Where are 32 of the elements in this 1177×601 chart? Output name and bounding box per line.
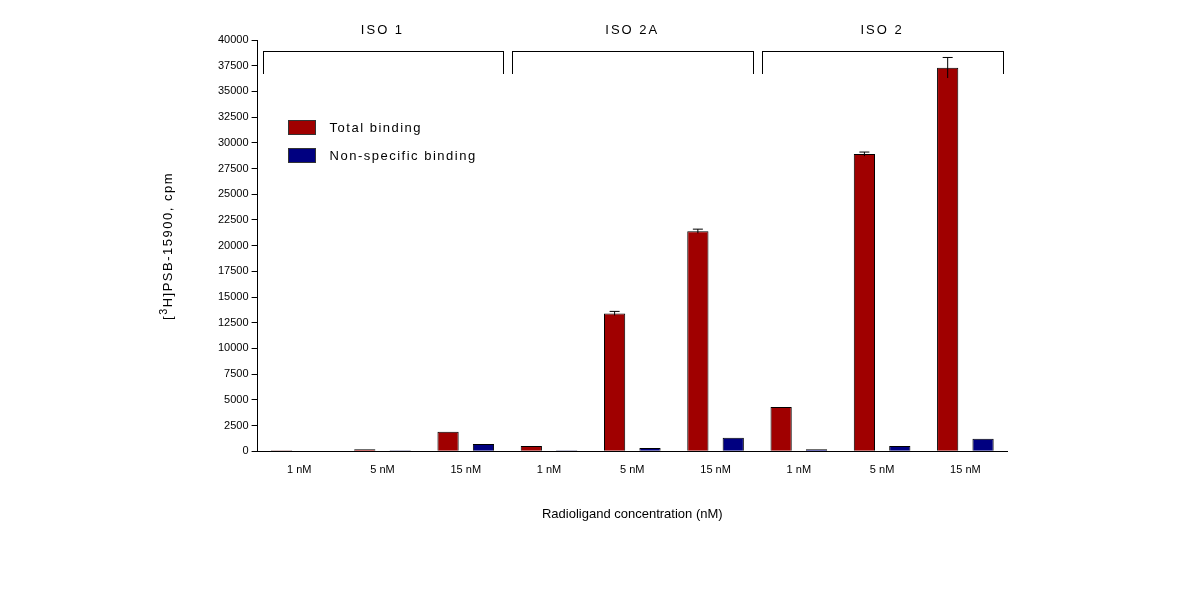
y-tick-label: 0 xyxy=(242,444,249,457)
y-tick-label: 17500 xyxy=(217,264,249,277)
x-tick-label: 15 nM xyxy=(700,462,731,475)
x-tick-label: 5 nM xyxy=(370,462,395,475)
y-tick-label: 35000 xyxy=(217,84,249,97)
x-tick-label: 5 nM xyxy=(620,462,645,475)
text: ISO 1 xyxy=(360,22,405,37)
y-tick-label: 10000 xyxy=(217,341,249,354)
x-tick-label: 1 nM xyxy=(536,462,562,475)
y-tick-label: 15000 xyxy=(217,290,249,303)
y-tick-label: 27500 xyxy=(217,161,249,174)
y-tick-label: 22500 xyxy=(217,212,249,225)
x-tick-label: 15 nM xyxy=(450,462,482,475)
y-tick-label: 25000 xyxy=(217,187,249,200)
x-tick-label: 5 nM xyxy=(869,462,895,475)
y-tick-label: 32500 xyxy=(217,110,249,123)
y-tick-label: 12500 xyxy=(217,315,249,328)
legend-label: Non-specific binding xyxy=(329,148,477,163)
y-tick-label: 5000 xyxy=(224,392,249,405)
text: ISO 2 xyxy=(860,22,904,37)
x-tick-label: 15 nM xyxy=(950,462,981,475)
x-tick-label: 1 nM xyxy=(286,462,312,475)
text: ISO 2A xyxy=(605,22,660,37)
y-tick-label: 7500 xyxy=(224,367,249,380)
legend-label: Total binding xyxy=(329,120,423,135)
y-tick-label: 20000 xyxy=(217,238,249,251)
x-tick-label: 1 nM xyxy=(786,462,812,475)
y-tick-label: 2500 xyxy=(224,418,249,431)
y-tick-label: 40000 xyxy=(217,33,249,46)
y-tick-label: 37500 xyxy=(217,58,249,71)
y-tick-label: 30000 xyxy=(217,135,249,148)
x-axis-title: Radioligand concentration (nM) xyxy=(541,505,723,521)
